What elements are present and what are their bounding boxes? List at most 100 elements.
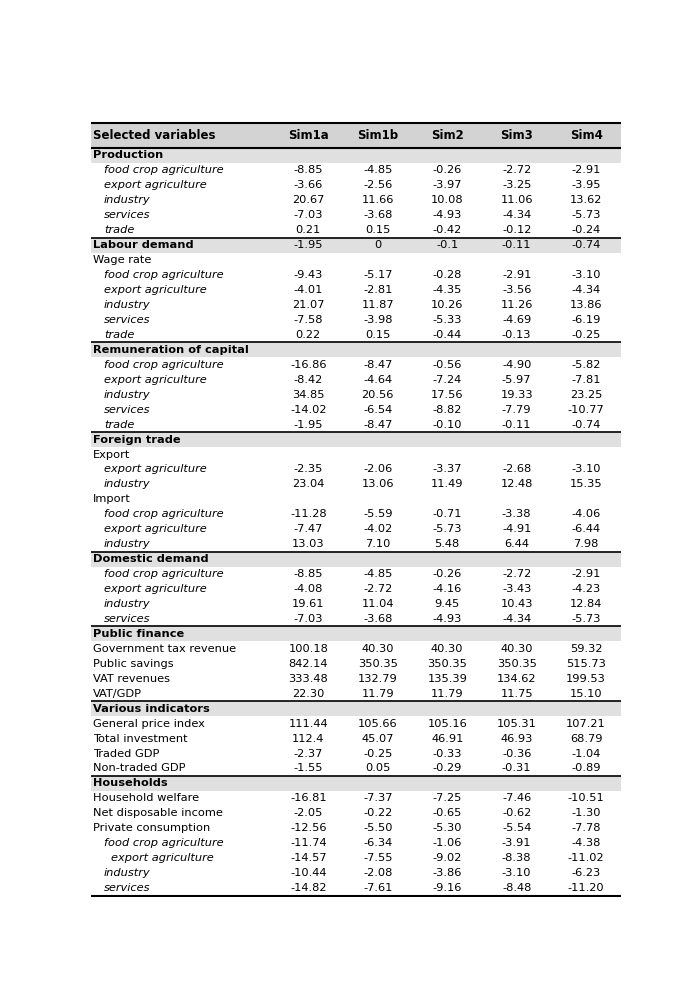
Text: -7.25: -7.25 — [433, 793, 462, 803]
Text: -0.74: -0.74 — [571, 240, 600, 250]
Text: -0.31: -0.31 — [502, 763, 531, 773]
Bar — [91, 148, 621, 163]
Text: Private consumption: Private consumption — [93, 824, 210, 834]
Text: -3.38: -3.38 — [502, 509, 531, 519]
Text: 105.16: 105.16 — [427, 719, 467, 729]
Bar — [91, 462, 621, 477]
Text: -7.79: -7.79 — [502, 404, 531, 414]
Bar — [91, 208, 621, 223]
Text: -1.55: -1.55 — [294, 763, 323, 773]
Text: -0.62: -0.62 — [502, 808, 531, 818]
Text: 10.26: 10.26 — [431, 300, 464, 310]
Text: 11.49: 11.49 — [431, 480, 464, 490]
Text: 105.66: 105.66 — [358, 719, 397, 729]
Text: 0.05: 0.05 — [365, 763, 390, 773]
Text: -7.55: -7.55 — [363, 853, 392, 863]
Text: -2.05: -2.05 — [294, 808, 323, 818]
Text: food crop agriculture: food crop agriculture — [104, 270, 223, 280]
Text: export agriculture: export agriculture — [104, 584, 207, 594]
Text: -7.46: -7.46 — [502, 793, 531, 803]
Text: -4.34: -4.34 — [571, 285, 600, 295]
Bar — [91, 477, 621, 492]
Text: food crop agriculture: food crop agriculture — [104, 509, 223, 519]
Text: 11.79: 11.79 — [431, 688, 464, 699]
Text: -11.02: -11.02 — [568, 853, 605, 863]
Text: -2.68: -2.68 — [502, 465, 531, 475]
Text: -5.33: -5.33 — [433, 314, 462, 325]
Text: 19.33: 19.33 — [500, 390, 533, 400]
Text: -3.68: -3.68 — [363, 614, 392, 624]
Text: 68.79: 68.79 — [570, 734, 603, 744]
Bar — [91, 357, 621, 372]
Text: -3.95: -3.95 — [571, 180, 601, 191]
Text: 0: 0 — [374, 240, 381, 250]
Text: -3.66: -3.66 — [294, 180, 323, 191]
Text: -0.25: -0.25 — [363, 749, 392, 759]
Text: -0.33: -0.33 — [433, 749, 462, 759]
Text: 46.93: 46.93 — [500, 734, 533, 744]
Text: industry: industry — [104, 539, 151, 549]
Text: -4.34: -4.34 — [502, 211, 531, 221]
Text: -4.85: -4.85 — [363, 570, 392, 580]
Text: 10.08: 10.08 — [431, 196, 464, 206]
Bar — [91, 881, 621, 895]
Text: -2.91: -2.91 — [571, 165, 600, 175]
Text: -2.91: -2.91 — [571, 570, 600, 580]
Text: -8.82: -8.82 — [433, 404, 462, 414]
Bar — [91, 447, 621, 462]
Text: -8.47: -8.47 — [363, 419, 392, 429]
Text: -5.82: -5.82 — [571, 360, 600, 370]
Text: -3.43: -3.43 — [502, 584, 531, 594]
Text: Households: Households — [93, 778, 167, 788]
Text: export agriculture: export agriculture — [104, 524, 207, 534]
Text: -7.61: -7.61 — [363, 883, 392, 893]
Bar — [91, 656, 621, 671]
Text: 333.48: 333.48 — [288, 673, 328, 683]
Text: -3.25: -3.25 — [502, 180, 531, 191]
Bar — [91, 836, 621, 851]
Text: 199.53: 199.53 — [566, 673, 606, 683]
Text: industry: industry — [104, 196, 151, 206]
Text: -2.81: -2.81 — [363, 285, 392, 295]
Text: -4.90: -4.90 — [502, 360, 531, 370]
Bar — [91, 417, 621, 432]
Text: 7.98: 7.98 — [574, 539, 599, 549]
Text: -4.64: -4.64 — [363, 375, 392, 385]
Text: -4.06: -4.06 — [571, 509, 600, 519]
Text: 46.91: 46.91 — [431, 734, 464, 744]
Text: Public savings: Public savings — [93, 659, 173, 669]
Text: -2.72: -2.72 — [363, 584, 392, 594]
Text: -0.71: -0.71 — [433, 509, 462, 519]
Text: 0.21: 0.21 — [296, 225, 321, 235]
Text: Public finance: Public finance — [93, 629, 184, 639]
Text: -4.69: -4.69 — [502, 314, 531, 325]
Text: 134.62: 134.62 — [497, 673, 536, 683]
Text: 135.39: 135.39 — [427, 673, 467, 683]
Text: -14.57: -14.57 — [290, 853, 327, 863]
Text: food crop agriculture: food crop agriculture — [104, 839, 223, 849]
Text: -0.42: -0.42 — [433, 225, 462, 235]
Text: -1.30: -1.30 — [571, 808, 601, 818]
Text: -4.08: -4.08 — [294, 584, 323, 594]
Text: industry: industry — [104, 390, 151, 400]
Text: -5.17: -5.17 — [363, 270, 392, 280]
Bar — [91, 551, 621, 566]
Text: -5.97: -5.97 — [502, 375, 531, 385]
Text: Sim3: Sim3 — [500, 129, 533, 142]
Text: -0.11: -0.11 — [502, 419, 531, 429]
Text: -4.38: -4.38 — [571, 839, 600, 849]
Text: -3.86: -3.86 — [433, 868, 462, 878]
Bar — [91, 178, 621, 193]
Text: -3.10: -3.10 — [571, 270, 601, 280]
Text: -10.51: -10.51 — [568, 793, 605, 803]
Text: Sim1a: Sim1a — [288, 129, 329, 142]
Text: -2.06: -2.06 — [363, 465, 392, 475]
Text: food crop agriculture: food crop agriculture — [104, 570, 223, 580]
Text: Household welfare: Household welfare — [93, 793, 199, 803]
Text: Sim1b: Sim1b — [357, 129, 398, 142]
Text: -0.65: -0.65 — [433, 808, 462, 818]
Text: -0.28: -0.28 — [433, 270, 462, 280]
Text: industry: industry — [104, 599, 151, 609]
Bar — [91, 123, 621, 148]
Text: -0.1: -0.1 — [436, 240, 458, 250]
